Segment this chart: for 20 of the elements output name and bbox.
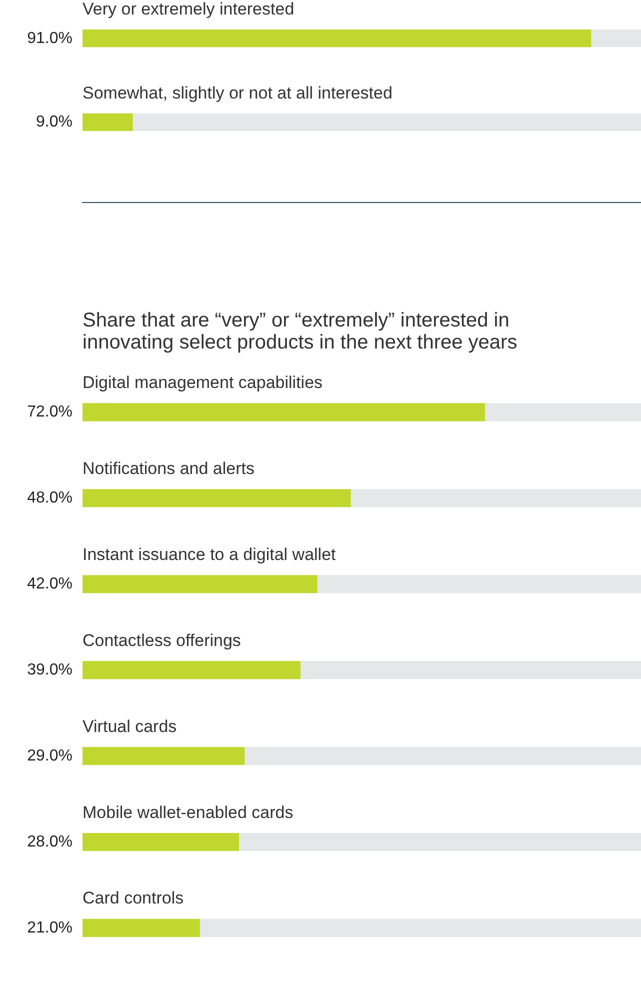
category-label: Very or extremely interested — [82, 0, 294, 19]
data-label: 72.0% — [27, 404, 73, 421]
bar — [82, 918, 200, 937]
category-label: Notifications and alerts — [82, 458, 254, 478]
category-label: Mobile wallet-enabled cards — [82, 802, 294, 822]
data-label: 42.0% — [27, 576, 73, 593]
category-label: Somewhat, slightly or not at all interested — [82, 83, 392, 102]
category-label: Instant issuance to a digital wallet — [82, 544, 336, 564]
category-label: Digital management capabilities — [82, 372, 323, 392]
data-label: 48.0% — [27, 490, 73, 507]
data-label: 29.0% — [27, 748, 73, 765]
data-label: 21.0% — [27, 919, 73, 936]
category-label: Card controls — [82, 888, 184, 908]
data-label: 28.0% — [27, 833, 73, 850]
data-label: 39.0% — [27, 662, 73, 679]
category-label: Virtual cards — [82, 716, 177, 736]
category-label: Contactless offerings — [82, 630, 241, 650]
data-label: 91.0% — [27, 30, 73, 47]
chart-title: Share that are “very” or “extremely” interested in innovating select products in the next three years — [82, 310, 518, 354]
data-label: 9.0% — [36, 114, 72, 131]
